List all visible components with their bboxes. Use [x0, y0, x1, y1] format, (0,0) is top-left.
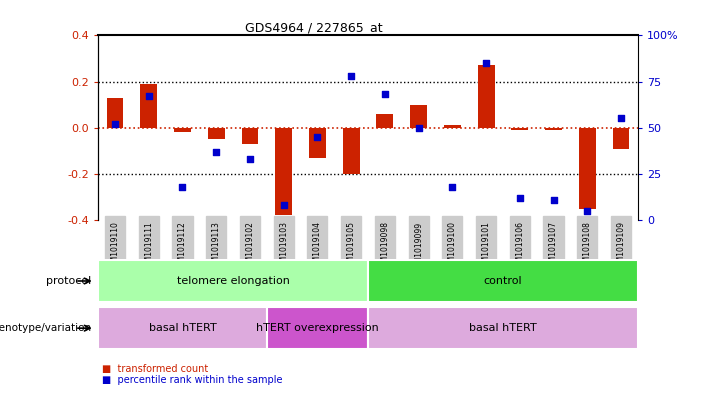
Point — [245, 156, 256, 162]
Point — [143, 93, 154, 99]
Title: GDS4964 / 227865_at: GDS4964 / 227865_at — [245, 21, 383, 34]
Bar — [98, 307, 267, 349]
Text: basal hTERT: basal hTERT — [149, 323, 217, 333]
Bar — [309, 128, 326, 158]
Point — [548, 196, 559, 203]
Point — [312, 134, 323, 140]
Bar — [267, 307, 368, 349]
Point — [615, 116, 627, 122]
Bar — [410, 105, 427, 128]
Bar — [444, 125, 461, 128]
Bar — [275, 128, 292, 215]
Text: telomere elongation: telomere elongation — [177, 276, 290, 286]
Point — [582, 208, 593, 214]
Text: ■  transformed count: ■ transformed count — [102, 364, 208, 373]
Point — [109, 121, 121, 127]
Text: hTERT overexpression: hTERT overexpression — [256, 323, 379, 333]
Bar — [140, 84, 157, 128]
Point — [515, 195, 526, 201]
Text: control: control — [484, 276, 522, 286]
Text: protocol: protocol — [46, 276, 91, 286]
Point — [346, 73, 357, 79]
Bar — [613, 128, 629, 149]
Text: ■  percentile rank within the sample: ■ percentile rank within the sample — [102, 375, 282, 385]
Bar — [368, 260, 638, 302]
Point — [413, 125, 424, 131]
Bar — [207, 128, 224, 139]
Bar — [368, 307, 638, 349]
Bar — [545, 128, 562, 130]
Point — [379, 91, 390, 97]
Point — [447, 184, 458, 190]
Bar — [343, 128, 360, 174]
Text: basal hTERT: basal hTERT — [469, 323, 537, 333]
Bar — [107, 98, 123, 128]
Bar — [579, 128, 596, 209]
Text: genotype/variation: genotype/variation — [0, 323, 91, 333]
Bar — [477, 65, 494, 128]
Point — [177, 184, 188, 190]
Point — [278, 202, 290, 208]
Point — [480, 60, 491, 66]
Bar — [174, 128, 191, 132]
Bar — [242, 128, 259, 144]
Bar — [376, 114, 393, 128]
Bar — [98, 260, 368, 302]
Point — [210, 149, 222, 155]
Bar — [512, 128, 529, 130]
